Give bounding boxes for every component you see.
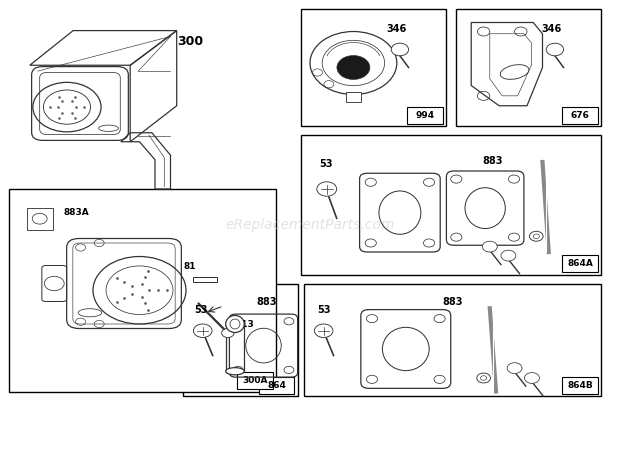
Text: 53: 53 — [319, 159, 332, 169]
Circle shape — [337, 55, 370, 80]
Text: 883A: 883A — [64, 208, 90, 217]
Text: 883: 883 — [256, 297, 277, 307]
Text: 676: 676 — [571, 111, 590, 120]
Text: eReplacementParts.com: eReplacementParts.com — [225, 218, 395, 232]
Bar — [9, 189, 276, 392]
Bar — [562, 255, 598, 272]
Text: 864B: 864B — [567, 381, 593, 390]
Circle shape — [507, 363, 522, 374]
Circle shape — [222, 328, 234, 338]
Ellipse shape — [529, 231, 543, 241]
Text: 883: 883 — [442, 297, 463, 307]
Text: 346: 346 — [387, 24, 407, 34]
Circle shape — [482, 241, 497, 252]
Text: 53: 53 — [195, 305, 208, 315]
Circle shape — [501, 250, 516, 261]
Circle shape — [525, 373, 539, 383]
Circle shape — [317, 182, 337, 196]
Circle shape — [314, 324, 333, 338]
Bar — [183, 284, 298, 396]
Text: 883: 883 — [482, 156, 503, 166]
Bar — [192, 277, 217, 282]
Bar — [456, 9, 601, 126]
Bar — [304, 284, 601, 396]
Bar — [301, 9, 446, 126]
Text: 864A: 864A — [567, 259, 593, 268]
Text: 81: 81 — [183, 262, 196, 271]
Bar — [259, 377, 294, 394]
Text: 300: 300 — [177, 35, 203, 48]
Bar — [407, 107, 443, 124]
Text: 300A: 300A — [242, 376, 268, 385]
Circle shape — [546, 43, 564, 56]
Text: 994: 994 — [416, 111, 435, 120]
Circle shape — [391, 43, 409, 56]
Text: 346: 346 — [542, 24, 562, 34]
Bar — [237, 372, 273, 389]
Bar — [346, 92, 361, 102]
Text: 53: 53 — [317, 305, 330, 315]
Bar — [27, 208, 53, 230]
Ellipse shape — [226, 368, 244, 375]
Bar — [562, 107, 598, 124]
Text: 864: 864 — [267, 381, 286, 390]
Text: 613: 613 — [236, 320, 254, 329]
Circle shape — [193, 324, 212, 338]
Ellipse shape — [226, 315, 244, 333]
Bar — [301, 135, 601, 274]
Ellipse shape — [477, 373, 490, 383]
Bar — [562, 377, 598, 394]
